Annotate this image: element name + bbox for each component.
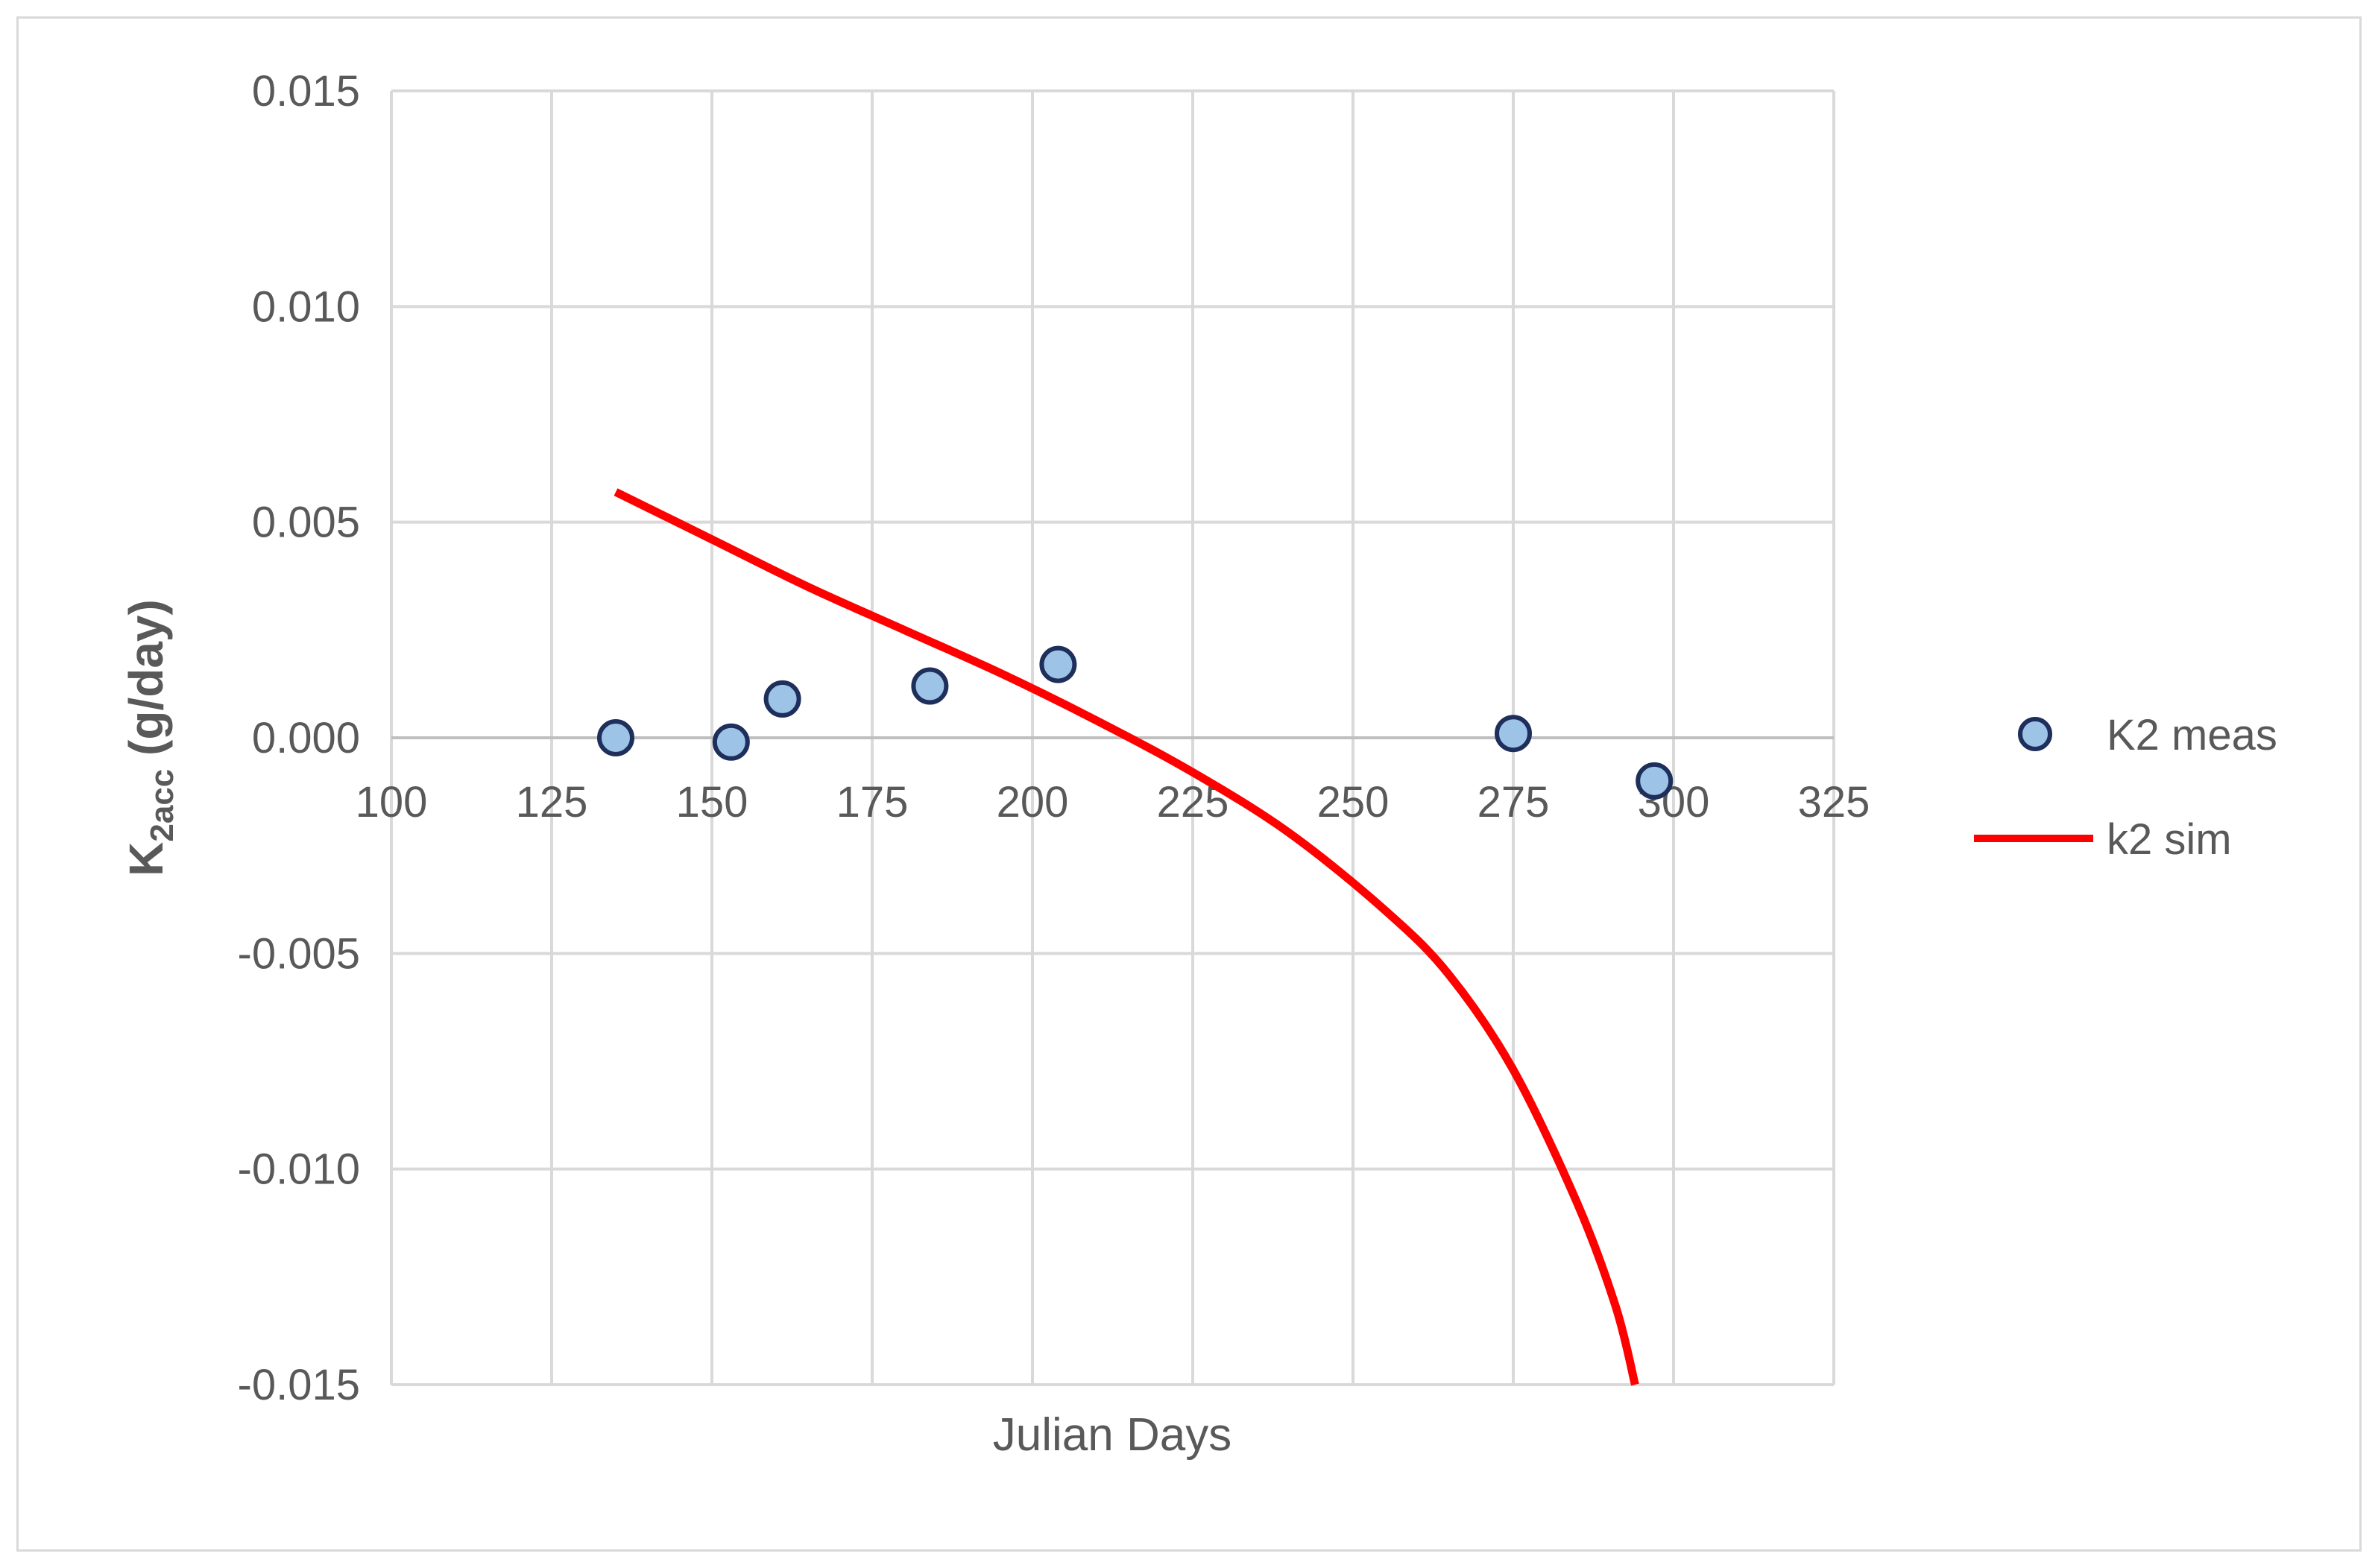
- x-tick-label-6: 250: [1317, 778, 1390, 826]
- y-tick-label-3: 0.000: [252, 714, 360, 762]
- data-point-k2-meas-1: [715, 726, 748, 759]
- y-tick-label-0: 0.015: [252, 67, 360, 116]
- series-line-k2-sim: [616, 492, 1635, 1385]
- y-tick-label-6: -0.015: [238, 1361, 360, 1409]
- y-tick-labels: 0.015 0.010 0.005 0.000 -0.005 -0.010 -0.015: [238, 67, 360, 1409]
- y-tick-label-1: 0.010: [252, 282, 360, 331]
- y-axis-title-rest: (g/day): [119, 599, 173, 769]
- x-tick-label-1: 125: [516, 778, 588, 826]
- data-point-k2-meas-2: [766, 683, 799, 715]
- series-layer: [599, 492, 1671, 1385]
- data-point-k2-meas-0: [599, 721, 632, 754]
- x-axis-title: Julian Days: [993, 1409, 1231, 1461]
- x-tick-label-9: 325: [1798, 778, 1870, 826]
- y-tick-label-5: -0.010: [238, 1145, 360, 1194]
- x-tick-label-7: 275: [1477, 778, 1550, 826]
- data-point-k2-meas-5: [1497, 717, 1530, 750]
- legend-marker-k2-meas: [2020, 719, 2050, 749]
- data-point-k2-meas-6: [1638, 765, 1671, 797]
- x-tick-label-2: 150: [676, 778, 748, 826]
- y-axis-title-main: K: [119, 842, 173, 876]
- y-axis-title: K2acc (g/day): [119, 599, 180, 876]
- x-tick-label-0: 100: [356, 778, 428, 826]
- y-tick-label-4: -0.005: [238, 929, 360, 978]
- y-tick-label-2: 0.005: [252, 499, 360, 547]
- x-tick-label-4: 200: [997, 778, 1069, 826]
- legend-label-k2-meas: K2 meas: [2107, 711, 2277, 759]
- x-tick-label-3: 175: [836, 778, 909, 826]
- data-point-k2-meas-3: [913, 670, 946, 703]
- legend: K2 meas k2 sim: [1974, 711, 2277, 864]
- y-axis-title-sub: 2acc: [144, 769, 180, 842]
- data-point-k2-meas-4: [1041, 648, 1074, 681]
- legend-label-k2-sim: k2 sim: [2107, 815, 2232, 864]
